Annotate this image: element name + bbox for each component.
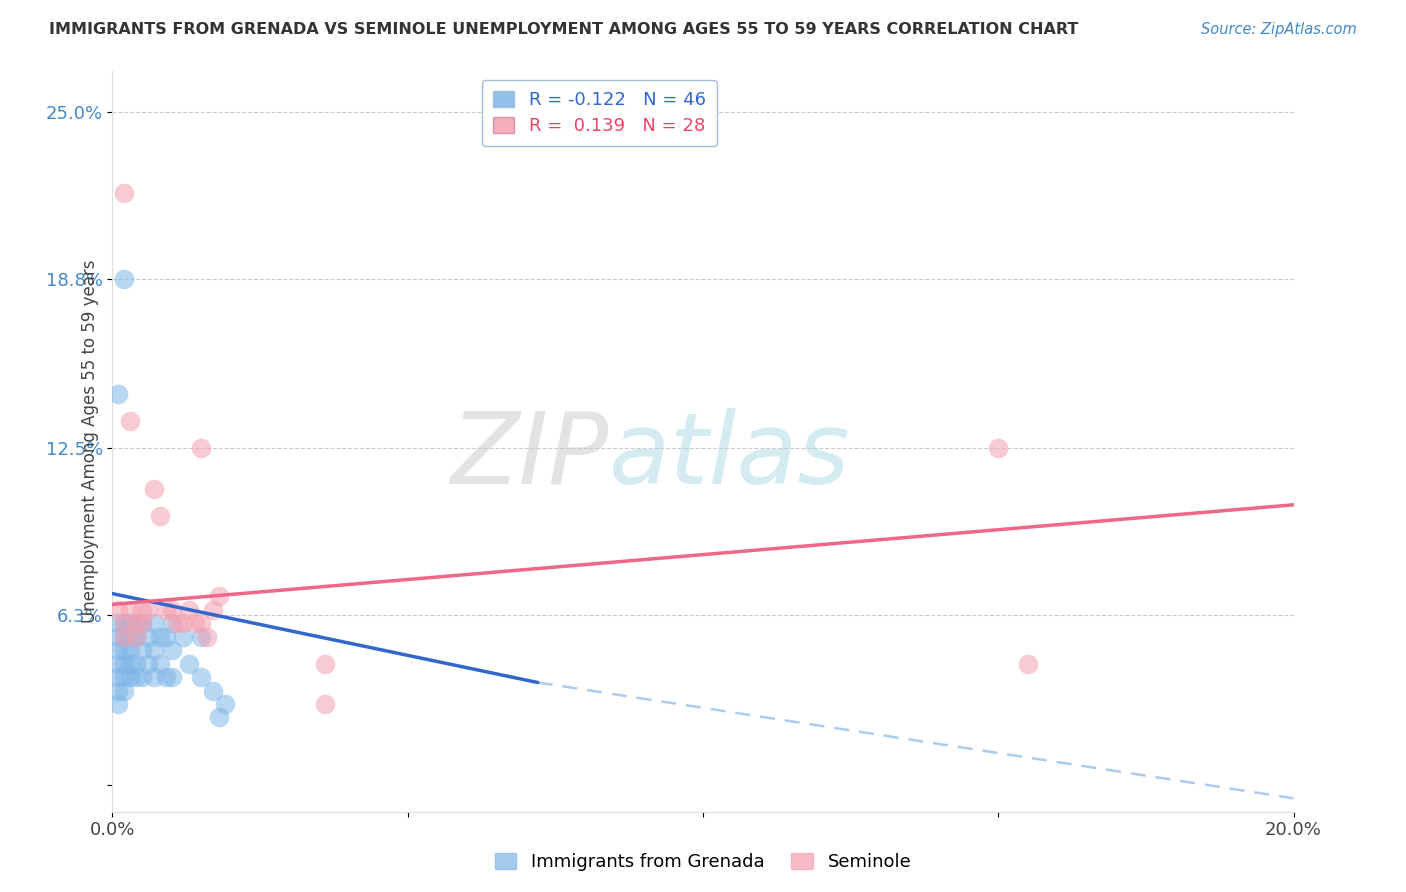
Point (112, 643, 135, 657)
Point (136, 603, 159, 617)
Point (160, 643, 183, 657)
Point (172, 630, 194, 644)
Point (190, 616, 212, 631)
Point (172, 616, 194, 631)
Point (142, 643, 165, 657)
Point (107, 643, 129, 657)
Point (107, 630, 129, 644)
Point (142, 616, 165, 631)
Point (107, 616, 129, 631)
Point (155, 603, 177, 617)
Y-axis label: Unemployment Among Ages 55 to 59 years: Unemployment Among Ages 55 to 59 years (80, 260, 98, 624)
Point (142, 482, 165, 496)
Text: IMMIGRANTS FROM GRENADA VS SEMINOLE UNEMPLOYMENT AMONG AGES 55 TO 59 YEARS CORRE: IMMIGRANTS FROM GRENADA VS SEMINOLE UNEM… (49, 22, 1078, 37)
Point (112, 657, 135, 671)
Text: atlas: atlas (609, 408, 851, 505)
Point (314, 657, 336, 671)
Point (190, 442, 212, 456)
Point (112, 616, 135, 631)
Point (166, 616, 188, 631)
Point (201, 603, 224, 617)
Point (107, 603, 129, 617)
Point (120, 414, 142, 428)
Point (120, 643, 142, 657)
Point (179, 657, 201, 671)
Point (112, 630, 135, 644)
Point (1017, 657, 1039, 671)
Point (149, 657, 172, 671)
Point (131, 616, 153, 631)
Point (120, 657, 142, 671)
Point (160, 603, 183, 617)
Legend: R = -0.122   N = 46, R =  0.139   N = 28: R = -0.122 N = 46, R = 0.139 N = 28 (482, 80, 717, 145)
Point (125, 616, 148, 631)
Point (120, 616, 142, 631)
Point (142, 670, 165, 684)
Point (131, 643, 153, 657)
Point (107, 657, 129, 671)
Point (112, 670, 135, 684)
Point (184, 616, 207, 631)
Point (136, 657, 159, 671)
Point (179, 603, 201, 617)
Point (131, 616, 153, 631)
Point (131, 603, 153, 617)
Point (131, 670, 153, 684)
Point (120, 630, 142, 644)
Point (120, 603, 142, 617)
Point (190, 670, 212, 684)
Point (125, 630, 148, 644)
Point (107, 387, 129, 401)
Point (155, 630, 177, 644)
Point (160, 616, 183, 631)
Point (195, 630, 218, 644)
Point (155, 670, 177, 684)
Point (125, 670, 148, 684)
Text: ZIP: ZIP (450, 408, 609, 505)
Point (112, 683, 135, 698)
Point (125, 657, 148, 671)
Point (149, 508, 172, 523)
Point (208, 590, 231, 604)
Point (107, 683, 129, 698)
Point (136, 630, 159, 644)
Point (112, 271, 135, 285)
Point (112, 630, 135, 644)
Point (112, 186, 135, 200)
Point (201, 683, 224, 698)
Point (120, 670, 142, 684)
Point (107, 670, 129, 684)
Point (107, 697, 129, 711)
Legend: Immigrants from Grenada, Seminole: Immigrants from Grenada, Seminole (488, 846, 918, 879)
Point (125, 630, 148, 644)
Point (160, 670, 183, 684)
Point (149, 630, 172, 644)
Point (190, 630, 212, 644)
Point (314, 697, 336, 711)
Point (125, 616, 148, 631)
Point (214, 697, 236, 711)
Point (208, 710, 231, 724)
Point (987, 442, 1010, 456)
Point (112, 616, 135, 631)
Text: Source: ZipAtlas.com: Source: ZipAtlas.com (1201, 22, 1357, 37)
